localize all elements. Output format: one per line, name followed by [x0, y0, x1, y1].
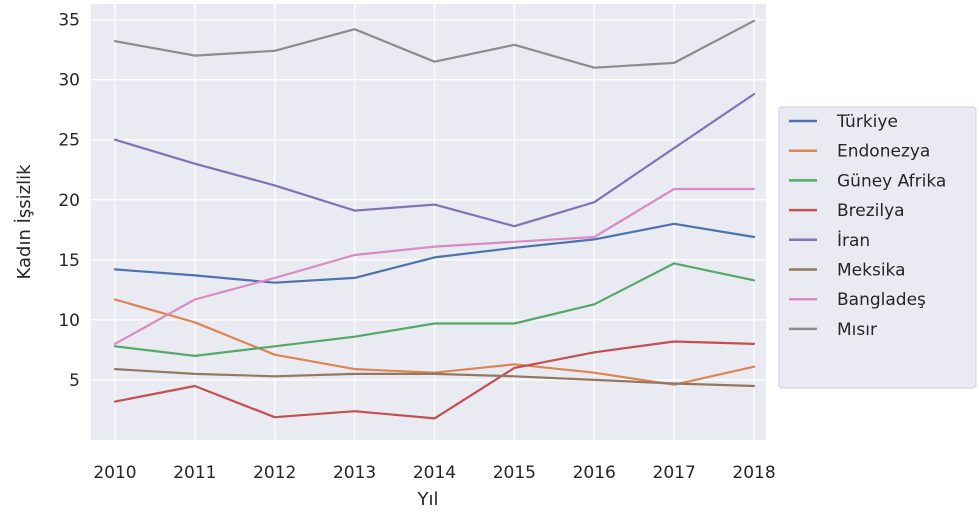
series-line	[113, 187, 756, 345]
plot-background	[91, 4, 766, 440]
series-lines	[113, 19, 756, 420]
y-axis-label: Kadın İşsizlik	[14, 164, 35, 280]
series-line	[113, 340, 756, 420]
x-tick-label: 2014	[413, 463, 456, 483]
legend-label: Türkiye	[836, 112, 898, 132]
x-axis-label: Yıl	[417, 489, 439, 510]
x-tick-label: 2016	[573, 463, 616, 483]
x-tick-label: 2011	[173, 463, 216, 483]
grid	[91, 4, 766, 440]
legend-label: Bangladeş	[837, 290, 926, 310]
y-tick-label: 35	[58, 11, 80, 31]
x-tick-label: 2010	[93, 463, 136, 483]
legend-box	[778, 106, 977, 389]
legend-items: Türkiye Endonezya Güney Afrika Brezilya İran…	[789, 112, 946, 340]
series-line	[113, 368, 756, 388]
legend-label: İran	[837, 230, 870, 251]
y-tick-labels: 5 10 15 20 25 30 35	[58, 11, 80, 391]
y-tick-label: 25	[58, 131, 80, 151]
series-line	[113, 298, 756, 386]
x-tick-labels: 2010 2011 2012 2013 2014 2015 2016 2017 2018	[93, 463, 775, 483]
y-tick-label: 10	[58, 311, 80, 331]
y-tick-label: 5	[69, 371, 80, 391]
series-line	[113, 222, 756, 284]
x-tick-label: 2013	[333, 463, 376, 483]
series-line	[113, 262, 756, 357]
series-line	[113, 92, 756, 228]
legend-label: Mısır	[837, 320, 877, 340]
y-tick-label: 20	[58, 191, 80, 211]
y-tick-label: 15	[58, 251, 80, 271]
legend-label: Meksika	[837, 261, 906, 281]
y-tick-label: 30	[58, 71, 80, 91]
legend: Türkiye Endonezya Güney Afrika Brezilya İran…	[778, 106, 977, 389]
x-tick-label: 2017	[653, 463, 696, 483]
x-tick-label: 2012	[253, 463, 296, 483]
legend-label: Brezilya	[837, 201, 905, 221]
x-tick-label: 2015	[493, 463, 536, 483]
legend-label: Güney Afrika	[837, 171, 946, 191]
x-tick-label: 2018	[732, 463, 775, 483]
series-line	[113, 19, 756, 69]
legend-label: Endonezya	[837, 142, 930, 162]
